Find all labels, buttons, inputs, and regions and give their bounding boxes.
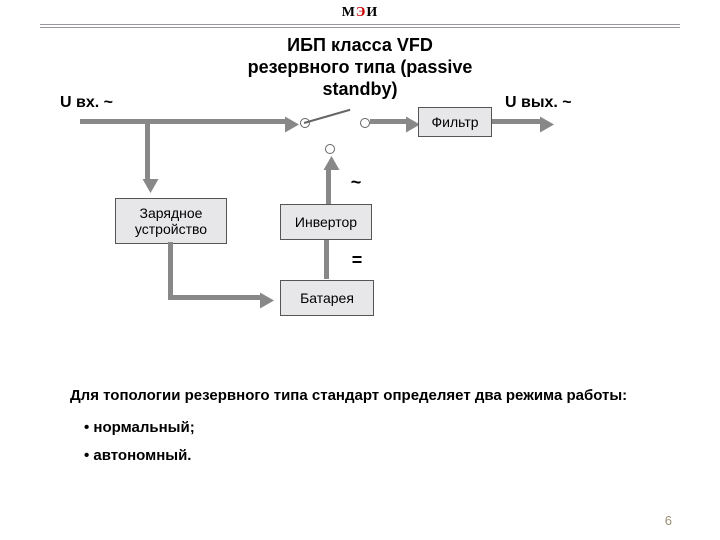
flow-line (145, 119, 150, 179)
title-line: резервного типа (passive (0, 56, 720, 78)
arrow-right-icon (285, 117, 299, 133)
switch-pole-alt (325, 144, 335, 154)
description-intro: Для топологии резервного типа стандарт о… (70, 384, 660, 408)
flow-line (80, 119, 285, 124)
inverter-box: Инвертор (280, 204, 372, 240)
arrow-right-icon (260, 293, 274, 309)
flow-line (326, 170, 331, 204)
filter-label: Фильтр (431, 114, 478, 130)
battery-box: Батарея (280, 280, 374, 316)
list-item: нормальный; (84, 414, 660, 442)
flow-line (492, 119, 540, 124)
arrow-up-icon (324, 156, 340, 170)
switch-arm (304, 109, 351, 124)
output-label: U вых. ~ (505, 94, 572, 112)
dc-symbol: = (347, 250, 367, 271)
ac-symbol: ~ (346, 172, 366, 193)
page-title: ИБП класса VFD резервного типа (passive … (0, 34, 720, 100)
flow-line (370, 119, 406, 124)
page-number: 6 (665, 513, 672, 528)
input-label: U вх. ~ (60, 94, 113, 112)
mode-list: нормальный; автономный. (84, 414, 660, 470)
charger-box: Зарядное устройство (115, 198, 227, 244)
charger-label: Зарядное устройство (135, 205, 207, 237)
flow-line (168, 242, 173, 297)
header-rule (40, 24, 680, 25)
filter-box: Фильтр (418, 107, 492, 137)
logo-letter: И (366, 5, 378, 20)
list-item: автономный. (84, 442, 660, 470)
description-text: Для топологии резервного типа стандарт о… (70, 384, 660, 470)
flow-line (168, 295, 260, 300)
standby-ups-diagram: U вх. ~ Фильтр U вых. ~ Зарядное устройс… (90, 92, 630, 362)
flow-line (324, 239, 329, 279)
switch-pole (360, 118, 370, 128)
logo-letter: М (342, 5, 356, 20)
inverter-label: Инвертор (295, 214, 357, 230)
header-rule (40, 27, 680, 28)
battery-label: Батарея (300, 290, 354, 306)
logo: МЭИ (0, 6, 720, 20)
logo-letter-red: Э (356, 5, 367, 20)
arrow-down-icon (143, 179, 159, 193)
title-line: ИБП класса VFD (0, 34, 720, 56)
arrow-right-icon (540, 117, 554, 133)
